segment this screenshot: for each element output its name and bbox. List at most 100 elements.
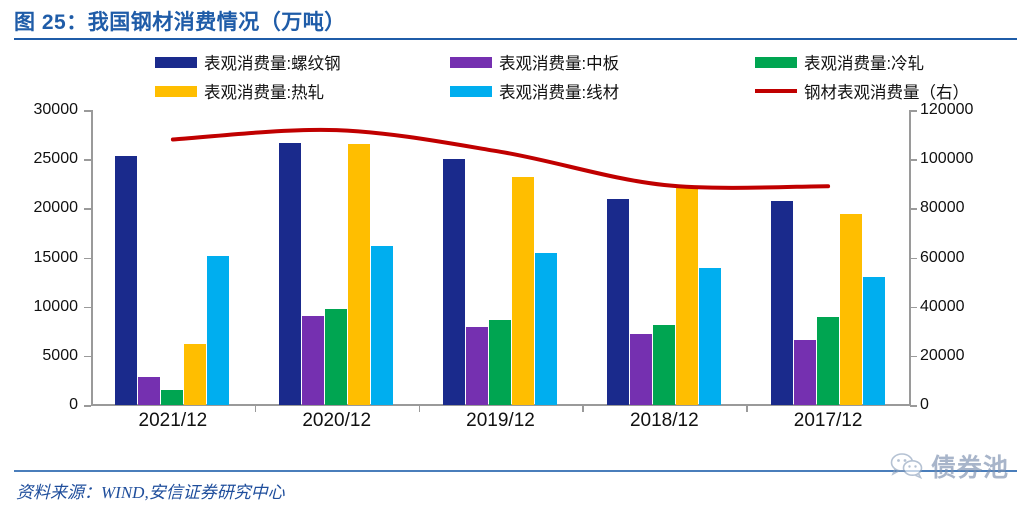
y-axis-left-tick <box>84 257 91 259</box>
y-axis-right-label: 120000 <box>920 101 974 118</box>
bar <box>535 252 557 405</box>
bar <box>115 156 138 405</box>
bar <box>512 176 534 405</box>
legend-swatch-hot-rolled <box>155 85 197 97</box>
bar <box>184 344 207 405</box>
x-axis-label: 2018/12 <box>629 410 699 431</box>
legend-label-hot-rolled: 表观消费量:热轧 <box>204 84 325 102</box>
y-axis-left-label: 5000 <box>42 346 78 364</box>
y-axis-left-tick <box>84 405 91 407</box>
y-axis-left-tick <box>84 159 91 161</box>
page-title: 图 25：我国钢材消费情况（万吨） <box>14 4 1017 38</box>
y-axis-left-tick <box>84 306 91 309</box>
legend-item-total-consumption: 钢材表观消费量（右） <box>755 79 969 103</box>
legend-label-medium-plate: 表观消费量:中板 <box>499 55 620 73</box>
bar-group <box>770 110 886 405</box>
legend-swatch-rebar <box>155 56 197 68</box>
y-axis-right-label: 0 <box>920 396 929 413</box>
bar-group <box>279 110 394 405</box>
bar <box>138 377 161 405</box>
line-series-layer <box>170 127 831 190</box>
chart-legend: 表观消费量:螺纹钢 表观消费量:中板 表观消费量:冷轧 表观消费量:热轧 表观消… <box>155 48 1015 104</box>
bar <box>489 320 511 405</box>
x-axis-label: 2021/12 <box>138 410 208 431</box>
bar <box>207 255 230 405</box>
legend-label-total-consumption: 钢材表观消费量（右） <box>804 84 969 102</box>
watermark: 债券池 <box>890 448 1009 484</box>
source-note: 资料来源：WIND,安信证券研究中心 <box>16 483 285 502</box>
title-divider <box>14 38 1017 40</box>
page-title-text: 图 25：我国钢材消费情况（万吨） <box>14 11 346 34</box>
bar <box>698 268 721 405</box>
y-axis-right-tick <box>910 110 917 112</box>
y-axis-left-label: 0 <box>69 396 78 413</box>
bar <box>161 390 184 405</box>
y-axis-right-tick <box>910 405 917 407</box>
y-axis-left-tick <box>84 208 91 210</box>
y-axis-right-tick <box>910 159 917 161</box>
y-axis-right-label: 20000 <box>920 346 965 364</box>
legend-item-wire-rod: 表观消费量:线材 <box>450 79 619 103</box>
x-axis-label: 2019/12 <box>466 410 535 431</box>
bar-group <box>443 110 558 405</box>
y-axis-right <box>909 110 911 405</box>
wechat-icon <box>890 453 923 479</box>
y-axis-left-label: 10000 <box>33 297 79 315</box>
y-axis-left <box>91 110 93 405</box>
bar-group <box>606 110 722 405</box>
y-axis-right-label: 100000 <box>920 150 974 168</box>
y-axis-right-tick <box>910 306 917 309</box>
x-axis-tick <box>582 405 584 412</box>
bar <box>466 327 488 405</box>
bar <box>443 159 465 405</box>
legend-item-rebar: 表观消费量:螺纹钢 <box>155 50 341 74</box>
bar <box>675 186 698 405</box>
line-path-total-consumption <box>170 127 831 190</box>
bar <box>325 309 348 405</box>
bar <box>652 324 675 405</box>
y-axis-right-tick <box>910 257 917 259</box>
x-axis-label: 2020/12 <box>302 410 372 431</box>
legend-label-cold-rolled: 表观消费量:冷轧 <box>804 55 925 73</box>
bar <box>371 246 394 405</box>
y-axis-right-label: 80000 <box>920 199 965 217</box>
legend-swatch-medium-plate <box>450 56 492 68</box>
legend-label-wire-rod: 表观消费量:线材 <box>499 84 620 102</box>
bar <box>348 144 371 405</box>
legend-swatch-wire-rod <box>450 85 492 97</box>
y-axis-right-label: 60000 <box>920 248 965 266</box>
y-axis-left-label: 30000 <box>33 101 79 118</box>
bar <box>279 143 302 405</box>
legend-item-cold-rolled: 表观消费量:冷轧 <box>755 50 924 74</box>
y-axis-right-tick <box>910 208 917 210</box>
x-axis-tick <box>746 405 748 412</box>
footer-divider <box>14 470 1017 472</box>
bar <box>606 198 629 405</box>
bar <box>816 316 839 405</box>
chart-plot-area: 0 5000 10000 15000 20000 25000 30000 0 20000 400… <box>0 100 1031 431</box>
bar-group <box>115 110 230 405</box>
bar <box>839 213 862 405</box>
legend-item-medium-plate: 表观消费量:中板 <box>450 50 619 74</box>
bar <box>629 334 652 405</box>
bar <box>793 340 816 405</box>
legend-label-rebar: 表观消费量:螺纹钢 <box>204 55 341 73</box>
y-axis-right-tick <box>910 355 917 358</box>
bar <box>302 316 325 405</box>
watermark-text: 债券池 <box>930 454 1009 482</box>
legend-swatch-cold-rolled <box>755 56 797 68</box>
y-axis-left-label: 25000 <box>33 150 79 168</box>
bar <box>770 201 793 405</box>
legend-item-hot-rolled: 表观消费量:热轧 <box>155 79 324 103</box>
x-axis-label: 2017/12 <box>793 410 863 431</box>
x-axis-tick <box>418 405 421 412</box>
y-axis-left-tick <box>84 355 91 358</box>
y-axis-left-tick <box>84 110 91 112</box>
y-axis-left-label: 15000 <box>33 248 79 266</box>
legend-swatch-total-consumption <box>755 89 797 93</box>
bar <box>862 277 885 405</box>
y-axis-left-label: 20000 <box>33 199 79 217</box>
x-axis-tick <box>254 405 257 412</box>
y-axis-right-label: 40000 <box>920 297 965 315</box>
